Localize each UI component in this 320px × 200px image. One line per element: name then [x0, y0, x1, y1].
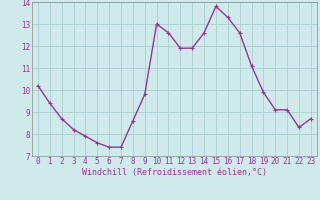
X-axis label: Windchill (Refroidissement éolien,°C): Windchill (Refroidissement éolien,°C)	[82, 168, 267, 177]
